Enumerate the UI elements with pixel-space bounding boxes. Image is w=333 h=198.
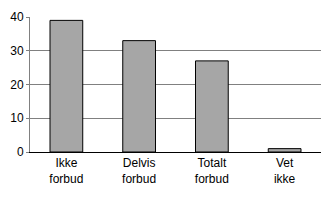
svg-text:40: 40 — [10, 10, 24, 24]
svg-text:20: 20 — [10, 78, 24, 92]
svg-text:Delvisforbud: Delvisforbud — [122, 156, 156, 186]
svg-text:30: 30 — [10, 44, 24, 58]
svg-text:10: 10 — [10, 111, 24, 125]
svg-text:Ikkeforbud: Ikkeforbud — [49, 156, 83, 186]
svg-text:0: 0 — [17, 145, 24, 159]
svg-text:Vetikke: Vetikke — [274, 156, 296, 186]
svg-text:Totaltforbud: Totaltforbud — [195, 156, 229, 186]
